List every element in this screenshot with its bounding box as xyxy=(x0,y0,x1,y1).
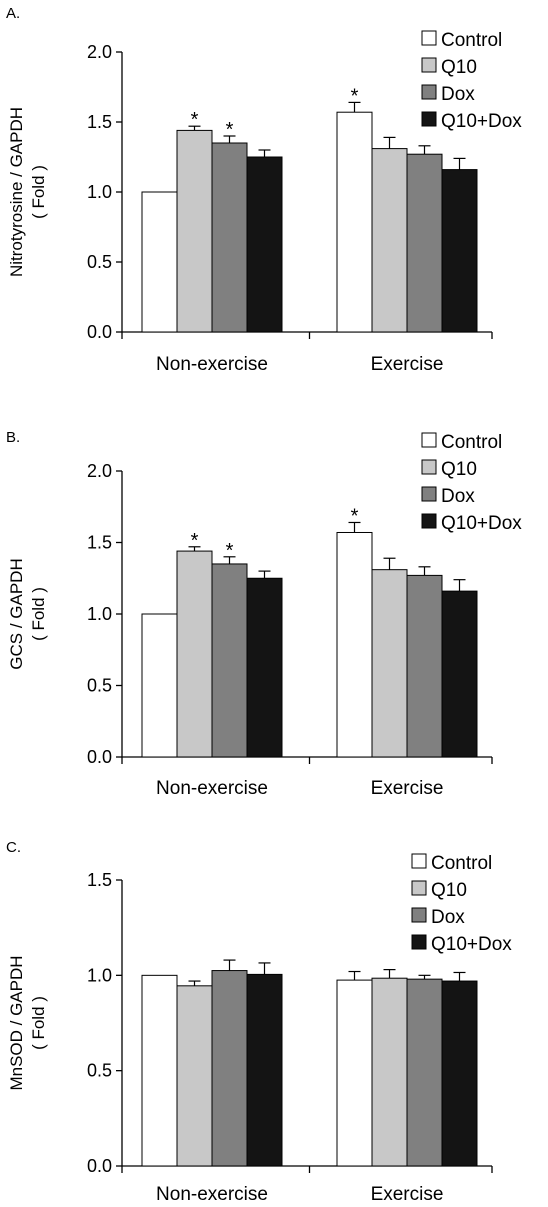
y-tick-label: 2.0 xyxy=(87,42,112,62)
y-axis-label: MnSOD / GAPDH xyxy=(7,955,26,1090)
legend-label: Q10 xyxy=(441,459,477,480)
bar xyxy=(406,574,443,758)
y-axis-label: ( Fold ) xyxy=(29,165,48,219)
category-label: Non-exercise xyxy=(156,778,268,799)
chart-panel-2: C. 0.0 0.5 1.0 1.5 MnSOD / GAPDH( Fold ) Non-e… xyxy=(6,839,512,1205)
bar xyxy=(176,985,213,1167)
legend-swatch xyxy=(421,30,437,46)
legend-label: Q10 xyxy=(431,880,467,901)
category-label: Non-exercise xyxy=(156,354,268,375)
significance-marker: * xyxy=(191,530,199,552)
legend-swatch xyxy=(411,853,427,869)
y-tick-label: 1.5 xyxy=(87,112,112,132)
bar xyxy=(441,980,478,1167)
y-axis-label: ( Fold ) xyxy=(29,587,48,641)
legend-label: Q10 xyxy=(441,57,477,78)
y-tick-label: 1.0 xyxy=(87,965,112,985)
significance-marker: * xyxy=(351,505,359,527)
legend-label: Control xyxy=(431,853,492,874)
bar xyxy=(141,191,178,333)
y-tick-label: 0.0 xyxy=(87,322,112,342)
significance-marker: * xyxy=(226,119,234,141)
bar xyxy=(211,970,248,1167)
legend-swatch xyxy=(421,459,437,475)
bar xyxy=(441,590,478,758)
bar xyxy=(141,974,178,1167)
bar xyxy=(176,129,213,333)
y-axis-label: ( Fold ) xyxy=(29,996,48,1050)
legend-label: Q10+Dox xyxy=(441,111,522,132)
bar xyxy=(371,569,408,758)
bar xyxy=(371,977,408,1167)
bar xyxy=(441,169,478,333)
panel-label: B. xyxy=(6,429,20,446)
y-tick-label: 0.5 xyxy=(87,1061,112,1081)
legend-swatch xyxy=(421,486,437,502)
legend-swatch xyxy=(411,907,427,923)
legend-swatch xyxy=(421,111,437,127)
y-axis-label: Nitrotyrosine / GAPDH xyxy=(7,107,26,277)
significance-marker: * xyxy=(191,109,199,131)
legend-label: Control xyxy=(441,432,502,453)
legend-swatch xyxy=(421,432,437,448)
panel-label: C. xyxy=(6,839,21,856)
legend-swatch xyxy=(421,84,437,100)
y-tick-label: 0.5 xyxy=(87,676,112,696)
chart-panel-0: A. 0.0 0.5 1.0 1.5 2.0 Nitrotyrosine / GAPDH( … xyxy=(6,5,522,375)
bar xyxy=(406,978,443,1167)
category-label: Exercise xyxy=(371,778,444,799)
legend-swatch xyxy=(411,934,427,950)
legend-swatch xyxy=(411,880,427,896)
y-axis-label: GCS / GAPDH xyxy=(7,558,26,669)
legend-label: Dox xyxy=(431,907,465,928)
legend-label: Q10+Dox xyxy=(431,934,512,955)
bar xyxy=(246,156,283,333)
bar xyxy=(406,153,443,333)
panel-label: A. xyxy=(6,5,20,22)
bar xyxy=(211,142,248,333)
bar xyxy=(336,531,373,758)
y-tick-label: 1.0 xyxy=(87,604,112,624)
category-label: Non-exercise xyxy=(156,1184,268,1205)
y-tick-label: 0.0 xyxy=(87,1156,112,1176)
bar xyxy=(246,577,283,758)
category-label: Exercise xyxy=(371,1184,444,1205)
y-tick-label: 0.5 xyxy=(87,252,112,272)
bar xyxy=(371,148,408,333)
bar xyxy=(211,563,248,758)
legend-label: Dox xyxy=(441,84,475,105)
y-tick-label: 1.0 xyxy=(87,182,112,202)
bar xyxy=(336,979,373,1167)
bar xyxy=(246,973,283,1167)
y-tick-label: 2.0 xyxy=(87,461,112,481)
category-label: Exercise xyxy=(371,354,444,375)
legend-swatch xyxy=(421,57,437,73)
significance-marker: * xyxy=(351,85,359,107)
legend-swatch xyxy=(421,513,437,529)
y-tick-label: 0.0 xyxy=(87,747,112,767)
bar xyxy=(176,550,213,758)
bar xyxy=(336,111,373,333)
y-tick-label: 1.5 xyxy=(87,870,112,890)
legend-label: Dox xyxy=(441,486,475,507)
legend-label: Control xyxy=(441,30,502,51)
y-tick-label: 1.5 xyxy=(87,533,112,553)
bar xyxy=(141,613,178,758)
chart-panel-1: B. 0.0 0.5 1.0 1.5 2.0 GCS / GAPDH( Fold ) * * No… xyxy=(6,429,522,799)
legend-label: Q10+Dox xyxy=(441,513,522,534)
significance-marker: * xyxy=(226,540,234,562)
